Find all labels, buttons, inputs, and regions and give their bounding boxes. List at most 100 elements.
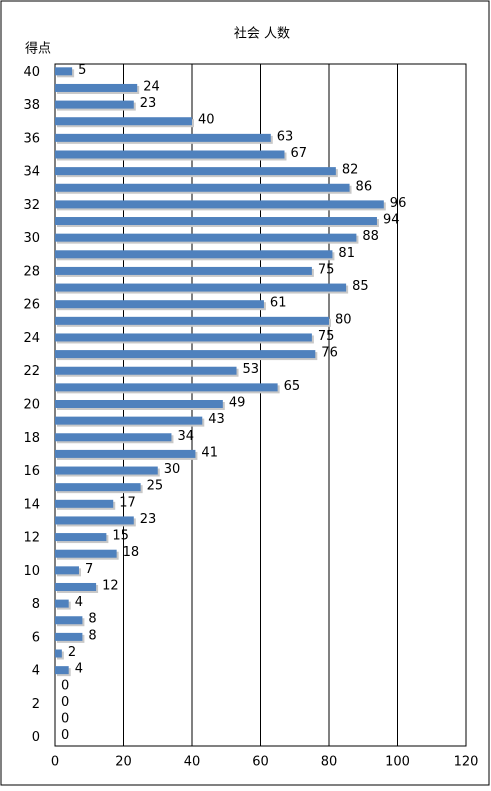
x-tick-label: 20	[115, 755, 132, 770]
data-label: 41	[201, 445, 218, 460]
data-label: 49	[229, 396, 246, 411]
bar	[55, 266, 312, 275]
data-label: 30	[164, 462, 181, 477]
bar	[55, 499, 114, 508]
y-tick-label: 34	[23, 165, 40, 180]
y-tick-label: 24	[23, 331, 40, 346]
data-label: 5	[78, 63, 86, 78]
bar	[55, 466, 158, 475]
data-label: 86	[356, 179, 373, 194]
y-tick-label: 36	[23, 131, 40, 146]
data-label: 2	[68, 645, 76, 660]
y-tick-label: 18	[23, 431, 40, 446]
data-label: 82	[342, 163, 359, 178]
data-label: 18	[123, 545, 140, 560]
bar	[55, 133, 271, 142]
bar	[55, 599, 69, 608]
bar	[55, 117, 192, 126]
data-label: 0	[61, 712, 69, 727]
bar	[55, 582, 97, 591]
data-label: 85	[352, 279, 369, 294]
bar	[55, 183, 350, 192]
bar	[55, 400, 223, 408]
bar	[55, 283, 347, 292]
bar	[55, 233, 357, 242]
y-tick-label: 30	[23, 231, 40, 246]
data-label: 17	[119, 495, 136, 510]
bar	[55, 449, 196, 458]
bar	[55, 150, 285, 159]
y-tick-label: 38	[23, 98, 40, 113]
x-tick-label: 80	[321, 755, 338, 770]
bar	[55, 433, 172, 442]
bar	[55, 350, 316, 359]
bar	[55, 483, 141, 492]
data-label: 0	[61, 728, 69, 743]
data-label: 80	[335, 312, 352, 327]
data-label: 63	[277, 129, 294, 144]
data-label: 0	[61, 695, 69, 710]
data-label: 25	[147, 479, 164, 494]
data-label: 23	[140, 96, 157, 111]
data-label: 75	[318, 262, 335, 277]
data-label: 23	[140, 512, 157, 527]
data-label: 96	[390, 196, 407, 211]
bar	[55, 533, 107, 542]
data-label: 81	[338, 246, 355, 261]
bar	[55, 83, 138, 92]
bar	[55, 300, 264, 309]
data-label: 8	[88, 628, 96, 643]
bar	[55, 333, 312, 342]
data-label: 4	[75, 595, 83, 610]
y-tick-label: 26	[23, 298, 40, 313]
bar	[55, 217, 377, 226]
data-label: 4	[75, 662, 83, 677]
y-tick-label: 8	[32, 597, 40, 612]
y-tick-label: 28	[23, 264, 40, 279]
y-tick-label: 20	[23, 398, 40, 413]
data-label: 53	[243, 362, 260, 377]
y-tick-label: 10	[23, 564, 40, 579]
data-label: 61	[270, 296, 287, 311]
data-label: 43	[208, 412, 225, 427]
x-tick-label: 60	[252, 755, 269, 770]
y-tick-label: 40	[23, 65, 40, 80]
bar	[55, 383, 278, 392]
bar	[55, 67, 73, 76]
y-tick-label: 2	[32, 697, 40, 712]
x-tick-label: 0	[51, 755, 59, 770]
bar	[55, 666, 69, 675]
data-label: 76	[321, 346, 338, 361]
x-tick-label: 100	[385, 755, 410, 770]
data-label: 15	[112, 529, 129, 544]
data-label: 88	[362, 229, 379, 244]
bar	[55, 167, 336, 176]
y-tick-label: 6	[32, 630, 40, 645]
chart-title: 社会 人数	[234, 26, 290, 42]
data-label: 75	[318, 329, 335, 344]
bar	[55, 649, 62, 658]
bar	[55, 416, 203, 425]
bar	[55, 100, 134, 109]
bar	[55, 316, 329, 325]
y-tick-label: 14	[23, 497, 40, 512]
y-tick-label: 16	[23, 464, 40, 479]
bar	[55, 549, 117, 558]
data-label: 7	[85, 562, 93, 577]
y-tick-label: 0	[32, 730, 40, 745]
data-label: 34	[177, 429, 194, 444]
x-tick-label: 120	[454, 755, 479, 770]
x-tick-label: 40	[184, 755, 201, 770]
data-label: 12	[102, 578, 119, 593]
bar	[55, 516, 134, 525]
y-tick-label: 4	[32, 664, 40, 679]
bar	[55, 632, 83, 641]
bar	[55, 366, 237, 375]
data-label: 40	[198, 113, 215, 128]
data-label: 8	[88, 612, 96, 627]
data-label: 24	[143, 79, 160, 94]
bar	[55, 250, 333, 259]
y-tick-label: 22	[23, 364, 40, 379]
data-label: 94	[383, 213, 400, 228]
